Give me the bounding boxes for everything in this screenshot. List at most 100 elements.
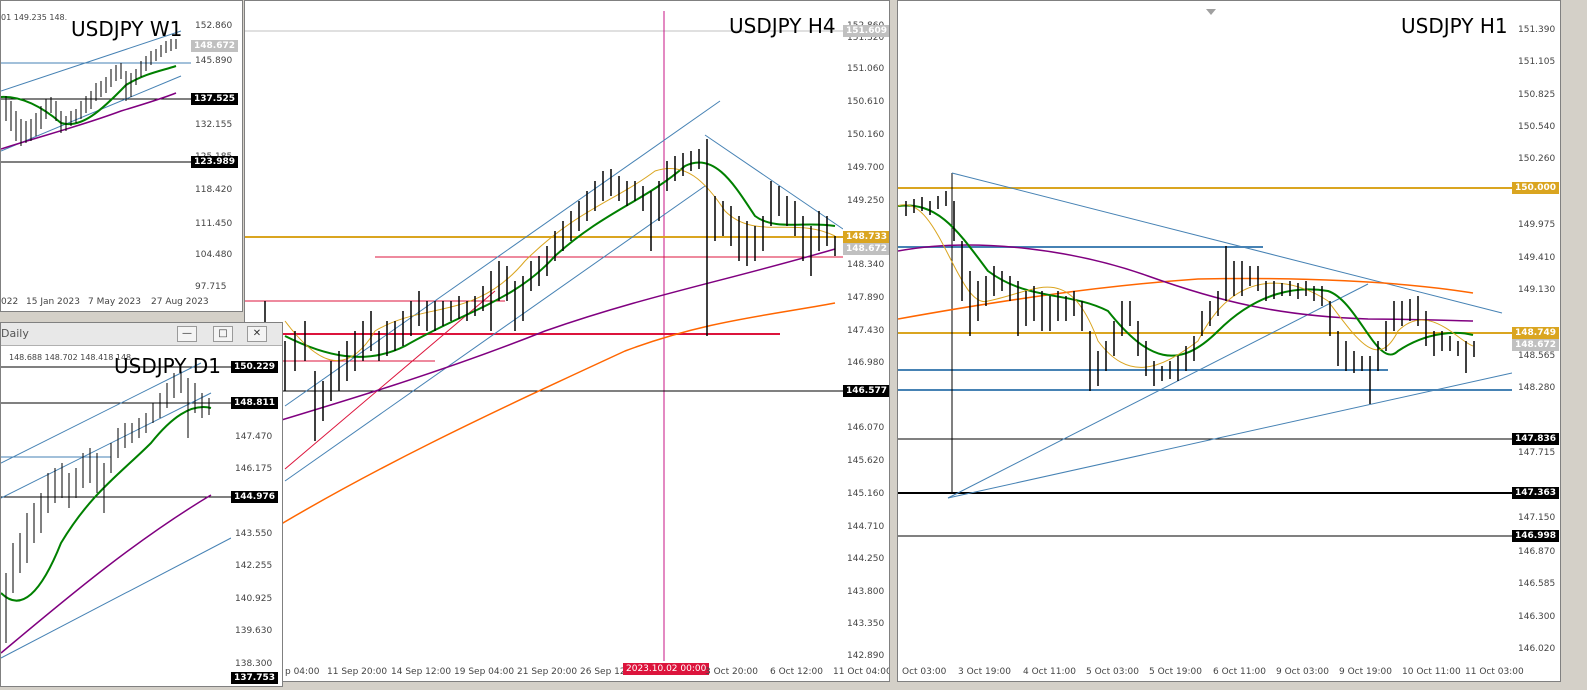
d1-ytick: 140.925 (235, 594, 273, 604)
h1-candles (905, 191, 1475, 404)
w1-xtick: 15 Jan 2023 (26, 297, 80, 307)
h1-ytick: 147.715 (1518, 448, 1556, 458)
d1-ytick: 146.175 (235, 464, 273, 474)
h1-ytick: 146.585 (1518, 579, 1556, 589)
h4-ytick: 145.620 (847, 456, 885, 466)
h1-ytick: 150.825 (1518, 90, 1556, 100)
h4-candles (264, 139, 836, 441)
h1-xtick: 9 Oct 19:00 (1339, 667, 1392, 677)
h4-xtick: 3 Oct 20:00 (705, 667, 758, 677)
w1-chart-canvas (1, 30, 191, 163)
close-button[interactable]: ✕ (247, 326, 267, 342)
w1-ytick: 145.890 (195, 56, 233, 66)
h1-price-axis[interactable]: 151.390 151.105 150.825 150.540 150.260 … (1512, 1, 1560, 681)
h1-ytick: 147.150 (1518, 513, 1556, 523)
h4-level-tag: 146.577 (843, 385, 889, 397)
h1-level-tag: 148.749 (1512, 327, 1559, 339)
h4-xtick: 21 Sep 20:00 (517, 667, 578, 677)
d1-ytick: 142.255 (235, 561, 273, 571)
maximize-button[interactable]: □ (213, 326, 233, 342)
h1-ytick: 149.410 (1518, 253, 1556, 263)
h4-ytick: 143.350 (847, 619, 885, 629)
h1-ytick: 150.540 (1518, 122, 1556, 132)
h1-last-price-tag: 148.672 (1512, 339, 1559, 351)
h1-chart-canvas (898, 9, 1513, 537)
h1-level-tag: 147.363 (1512, 487, 1559, 499)
h1-xtick: 9 Oct 03:00 (1276, 667, 1329, 677)
w1-xtick: 7 May 2023 (88, 297, 141, 307)
h4-ytick: 149.700 (847, 163, 885, 173)
h1-xtick: Oct 03:00 (902, 667, 947, 677)
h4-crosshair-time-label: 2023.10.02 00:00 (623, 663, 710, 675)
h4-level-tag: 148.733 (843, 231, 889, 243)
w1-symbol-title: USDJPY W1 (71, 17, 183, 41)
w1-level-tag: 123.989 (191, 156, 238, 168)
h1-xtick: 10 Oct 11:00 (1402, 667, 1461, 677)
h4-price-axis[interactable]: 152.860 151.320 151.060 150.610 150.160 … (843, 1, 889, 681)
d1-window-titlebar[interactable]: Daily — □ ✕ (1, 323, 282, 346)
h1-xtick: 6 Oct 11:00 (1213, 667, 1266, 677)
h4-xtick: p 04:00 (285, 667, 320, 677)
h1-ytick: 146.870 (1518, 547, 1556, 557)
d1-level-tag: 148.811 (231, 397, 278, 409)
h4-xtick: 26 Sep 12 (580, 667, 626, 677)
h4-ytick: 144.250 (847, 554, 885, 564)
h4-ytick: 148.340 (847, 260, 885, 270)
workspace-scrollbar[interactable] (1562, 0, 1587, 690)
w1-ytick: 104.480 (195, 250, 233, 260)
h1-ytick: 149.975 (1518, 220, 1556, 230)
w1-ohlc-text: 01 149.235 148. (1, 13, 68, 22)
h1-xtick: 11 Oct 03:00 (1465, 667, 1524, 677)
h1-ytick: 151.105 (1518, 57, 1556, 67)
w1-last-price-tag: 148.672 (191, 40, 238, 52)
w1-ytick: 132.155 (195, 120, 233, 130)
w1-candles (5, 39, 177, 146)
h1-level-tag: 147.836 (1512, 433, 1559, 445)
h1-ytick: 146.020 (1518, 644, 1556, 654)
h4-xtick: 6 Oct 12:00 (770, 667, 823, 677)
h4-xtick: 14 Sep 12:00 (391, 667, 452, 677)
minimize-button[interactable]: — (177, 326, 197, 342)
h4-ytick: 144.710 (847, 522, 885, 532)
h4-ytick: 151.060 (847, 64, 885, 74)
d1-ytick: 143.550 (235, 529, 273, 539)
h1-ytick: 148.280 (1518, 383, 1556, 393)
d1-level-tag: 144.976 (231, 491, 278, 503)
w1-xtick: 27 Aug 2023 (151, 297, 209, 307)
w1-ytick: 111.450 (195, 219, 233, 229)
h1-ytick: 146.300 (1518, 612, 1556, 622)
h1-xtick: 4 Oct 11:00 (1023, 667, 1076, 677)
d1-ohlc-text: 148.688 148.702 148.418 148. (9, 353, 134, 362)
h1-symbol-title: USDJPY H1 (1401, 14, 1508, 38)
w1-ytick: 118.420 (195, 185, 233, 195)
h4-ytick: 143.800 (847, 587, 885, 597)
h4-ytick: 142.890 (847, 651, 885, 661)
h4-level-tag: 151.609 (843, 25, 889, 37)
h4-ytick: 151.320 (847, 33, 885, 43)
h1-chart-panel[interactable]: USDJPY H1 151.390 151.105 150.825 150.54… (897, 0, 1561, 682)
w1-ytick: 97.715 (195, 282, 227, 292)
h4-ytick: 150.610 (847, 97, 885, 107)
d1-price-axis[interactable]: 150.229 148.811 147.470 146.175 144.976 … (231, 346, 282, 686)
h4-ytick: 149.250 (847, 196, 885, 206)
d1-chart-window[interactable]: Daily — □ ✕ 148.6 (0, 322, 283, 687)
h4-ytick: 146.980 (847, 358, 885, 368)
h4-ytick: 145.160 (847, 489, 885, 499)
h4-chart-panel[interactable]: USDJPY H4 152.860 151.320 151.060 150.61… (244, 0, 890, 682)
h4-ytick: 146.070 (847, 423, 885, 433)
h1-ytick: 149.130 (1518, 285, 1556, 295)
h4-ytick: 147.890 (847, 293, 885, 303)
d1-chart-canvas (1, 362, 232, 659)
h4-xtick: 11 Oct 04:00 (833, 667, 890, 677)
h4-xtick: 19 Sep 04:00 (454, 667, 515, 677)
h4-chart-canvas (245, 11, 844, 661)
h4-symbol-title: USDJPY H4 (729, 14, 836, 38)
w1-chart-panel[interactable]: 01 149.235 148. USDJPY W1 152.860 145.89… (0, 0, 243, 312)
h4-ytick: 150.160 (847, 130, 885, 140)
h1-xtick: 5 Oct 03:00 (1086, 667, 1139, 677)
h4-xtick: 11 Sep 20:00 (327, 667, 388, 677)
h1-xtick: 5 Oct 19:00 (1149, 667, 1202, 677)
w1-price-axis[interactable]: 152.860 145.890 132.155 125.185 118.420 … (191, 1, 242, 311)
d1-candles (5, 371, 210, 643)
w1-ytick: 152.860 (195, 21, 233, 31)
